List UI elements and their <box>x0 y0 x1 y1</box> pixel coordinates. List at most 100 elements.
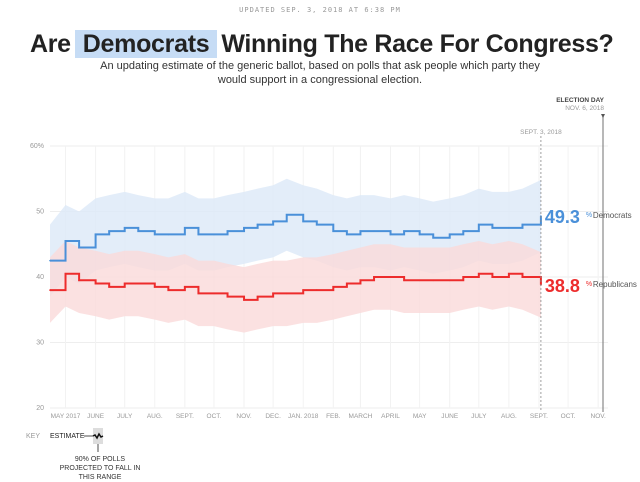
data-point <box>285 292 288 295</box>
party-selector[interactable]: Democrats <box>74 30 218 58</box>
x-tick-label: OCT. <box>561 413 576 420</box>
x-tick-label: OCT. <box>207 413 222 420</box>
data-point <box>94 282 97 285</box>
election-day-date: NOV. 6, 2018 <box>565 105 604 112</box>
data-point <box>332 286 335 288</box>
data-point <box>184 227 186 229</box>
data-point <box>373 276 375 278</box>
title-pre: Are <box>30 30 71 58</box>
x-tick-label: JULY <box>117 413 133 420</box>
x-tick-label: DEC. <box>265 413 281 420</box>
data-point <box>78 246 80 249</box>
data-point <box>462 276 465 278</box>
data-point <box>359 230 362 232</box>
data-point <box>153 286 156 288</box>
data-point <box>478 272 480 275</box>
data-point <box>49 289 51 291</box>
data-point <box>226 230 229 232</box>
data-point <box>521 223 524 226</box>
page-title: Are Democrats Winning The Race For Congres… <box>30 30 640 59</box>
x-tick-label: MAY <box>413 413 427 420</box>
x-tick-label: JUNE <box>441 413 459 420</box>
data-point <box>213 233 215 236</box>
x-tick-label: MARCH <box>349 413 373 420</box>
data-point <box>418 279 421 282</box>
data-point <box>491 227 494 229</box>
data-point <box>373 230 375 232</box>
data-point <box>462 230 465 232</box>
key-label: KEY <box>26 433 41 440</box>
y-tick-label: 40 <box>36 274 44 281</box>
y-tick-label: 30 <box>36 340 44 347</box>
data-point <box>432 236 435 239</box>
data-point <box>521 276 524 278</box>
data-point <box>359 279 362 282</box>
data-point <box>478 223 480 226</box>
updated-timestamp: UPDATED SEP. 3, 2018 AT 6:38 PM <box>239 6 401 14</box>
final-value-republicans: 38.8 <box>545 276 580 296</box>
data-point <box>78 279 80 282</box>
data-point <box>123 227 126 229</box>
data-point <box>432 279 435 282</box>
y-tick-label: 60% <box>30 143 44 150</box>
data-point <box>184 286 186 288</box>
data-point <box>256 223 259 226</box>
data-point <box>346 233 348 236</box>
data-point <box>272 292 274 295</box>
x-tick-label: APRIL <box>381 413 400 420</box>
x-tick-label: FEB. <box>326 413 341 420</box>
x-tick-label: NOV. <box>591 413 606 420</box>
data-point <box>256 295 259 298</box>
x-tick-label: SEPT. <box>530 413 548 420</box>
data-point <box>94 233 97 236</box>
percent-sign: % <box>586 281 592 288</box>
series-name: Republicans <box>593 280 637 289</box>
data-point <box>332 230 335 232</box>
data-point <box>243 227 245 229</box>
data-point <box>167 289 170 291</box>
election-day-label: ELECTION DAY <box>556 97 604 104</box>
estimate-line-democrats <box>50 213 542 262</box>
data-point <box>64 240 67 242</box>
data-point <box>448 279 451 282</box>
data-point <box>49 259 51 262</box>
data-point <box>108 230 110 232</box>
data-point <box>389 233 392 236</box>
data-point <box>508 272 510 275</box>
data-point <box>153 233 156 236</box>
data-point <box>123 282 126 285</box>
final-value-democrats: 49.3 <box>545 207 580 227</box>
data-point <box>403 230 405 232</box>
data-point <box>302 220 305 223</box>
data-point <box>167 233 170 236</box>
subtitle: An updating estimate of the generic ball… <box>100 60 540 86</box>
title-post: Winning The Race For Congress? <box>221 30 614 58</box>
series-name: Democrats <box>593 211 632 220</box>
data-point <box>226 295 229 298</box>
x-tick-label: MAY 2017 <box>51 413 81 420</box>
data-point <box>197 292 200 295</box>
poll-range-band-republicans <box>50 240 541 333</box>
key-estimate-label: ESTIMATE <box>50 433 85 440</box>
y-tick-label: 50 <box>36 209 44 216</box>
y-tick-label: 20 <box>36 405 44 412</box>
data-point <box>448 233 451 236</box>
data-point <box>389 276 392 278</box>
x-tick-label: AUG. <box>147 413 163 420</box>
election-day-arrow-icon <box>601 114 605 118</box>
data-point <box>137 282 140 285</box>
data-point <box>137 230 140 232</box>
today-marker-label: SEPT. 3, 2018 <box>520 129 562 136</box>
data-point <box>302 289 305 291</box>
percent-sign: % <box>586 212 592 219</box>
x-tick-label: JULY <box>471 413 487 420</box>
data-point <box>285 213 288 216</box>
data-point <box>491 276 494 278</box>
data-point <box>418 233 421 236</box>
data-point <box>272 220 274 223</box>
data-point <box>403 279 405 282</box>
x-tick-label: SEPT. <box>176 413 194 420</box>
x-tick-label: JUNE <box>87 413 105 420</box>
data-point <box>315 223 318 226</box>
